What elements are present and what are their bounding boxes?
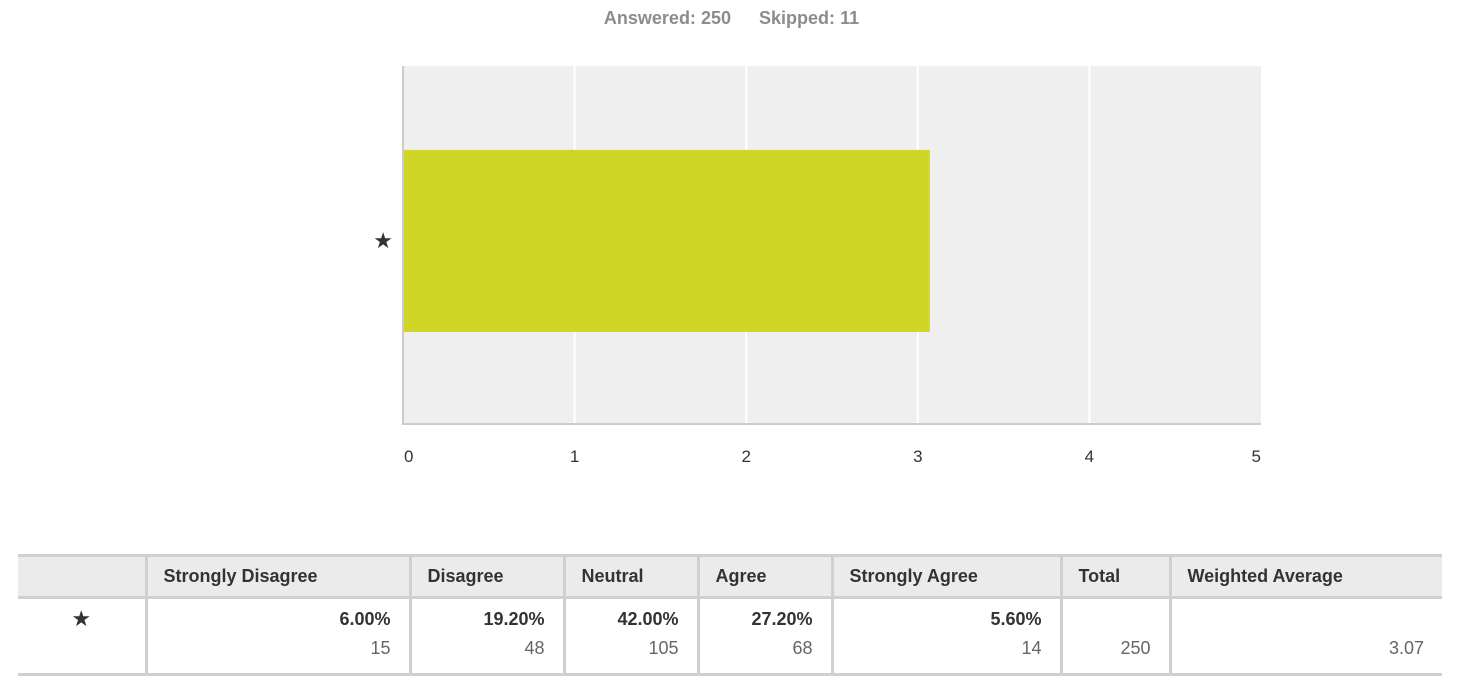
cell-count: 48 bbox=[524, 638, 545, 658]
bar bbox=[403, 149, 930, 332]
header-neutral: Neutral bbox=[562, 554, 698, 599]
x-tick-label: 2 bbox=[741, 447, 750, 466]
skipped-label: Skipped: bbox=[759, 8, 836, 28]
cell-count: 105 bbox=[648, 638, 679, 658]
bars bbox=[403, 149, 930, 332]
bar-chart: 0 1 2 3 4 5 ★ bbox=[373, 66, 1261, 466]
cell-percent: 42.00% bbox=[617, 609, 679, 629]
row-label-cell: ★ bbox=[18, 597, 146, 676]
x-tick-label: 1 bbox=[570, 447, 579, 466]
header-blank bbox=[18, 554, 146, 599]
cell-weighted-average: 3.07 bbox=[1168, 597, 1442, 676]
header-agree: Agree bbox=[696, 554, 832, 599]
cell-percent: 19.20% bbox=[483, 609, 545, 629]
weighted-average-value: 3.07 bbox=[1388, 638, 1424, 658]
cell-percent: 27.20% bbox=[751, 609, 813, 629]
cell-strongly-agree: 5.60% 14 bbox=[830, 597, 1061, 676]
results-table: Strongly Disagree Disagree Neutral Agree… bbox=[18, 554, 1442, 676]
skipped-value: 11 bbox=[840, 8, 860, 28]
cell-percent: 5.60% bbox=[990, 609, 1042, 629]
header-weighted-average: Weighted Average bbox=[1168, 554, 1442, 599]
header-disagree: Disagree bbox=[408, 554, 564, 599]
cell-percent: 6.00% bbox=[339, 609, 391, 629]
x-tick-label: 0 bbox=[404, 447, 413, 466]
cell-count: 14 bbox=[1021, 638, 1042, 658]
cell-count: 15 bbox=[370, 638, 391, 658]
total-value: 250 bbox=[1120, 638, 1151, 658]
cell-disagree: 19.20% 48 bbox=[408, 597, 564, 676]
cell-neutral: 42.00% 105 bbox=[562, 597, 698, 676]
table-row: ★ 6.00% 15 19.20% 48 42.00% 105 27.20% 6… bbox=[18, 597, 1442, 676]
response-summary: Answered: 250 Skipped: 11 bbox=[0, 8, 1463, 29]
table-header-row: Strongly Disagree Disagree Neutral Agree… bbox=[18, 554, 1442, 599]
header-strongly-agree: Strongly Agree bbox=[830, 554, 1061, 599]
x-tick-label: 5 bbox=[1252, 447, 1261, 466]
x-tick-labels: 0 1 2 3 4 5 bbox=[404, 447, 1261, 466]
star-icon: ★ bbox=[71, 607, 92, 632]
category-labels: ★ bbox=[373, 229, 393, 254]
cell-total: 250 bbox=[1059, 597, 1170, 676]
cell-count: 68 bbox=[792, 638, 813, 658]
answered-label: Answered: bbox=[603, 8, 696, 28]
category-label-star-icon: ★ bbox=[373, 229, 393, 254]
header-total: Total bbox=[1059, 554, 1170, 599]
x-tick-label: 4 bbox=[1085, 447, 1094, 466]
cell-agree: 27.20% 68 bbox=[696, 597, 832, 676]
cell-strongly-disagree: 6.00% 15 bbox=[144, 597, 410, 676]
x-tick-label: 3 bbox=[913, 447, 922, 466]
header-strongly-disagree: Strongly Disagree bbox=[144, 554, 410, 599]
answered-value: 250 bbox=[700, 8, 731, 28]
